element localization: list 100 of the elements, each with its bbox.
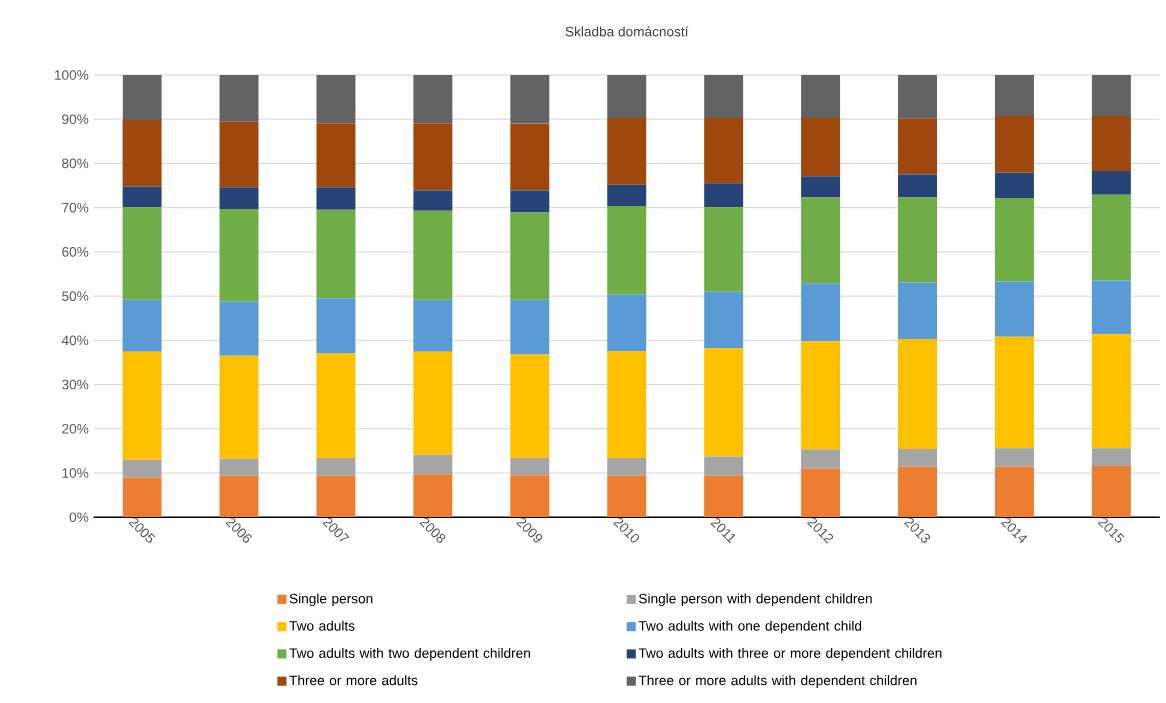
bar: [413, 299, 453, 352]
bar: [510, 74, 550, 124]
y-tick-label: 20%: [62, 423, 89, 434]
y-tick-label: 10%: [62, 468, 89, 478]
y-tick-label: 40%: [61, 335, 89, 346]
bar: [122, 207, 162, 300]
bar: [413, 474, 453, 518]
bar: [704, 207, 744, 292]
bar: [898, 338, 937, 449]
bar: [413, 454, 453, 475]
bar: [801, 197, 841, 284]
bar: [1091, 170, 1131, 195]
bar: [510, 457, 550, 476]
bar: [607, 74, 647, 118]
bar: [122, 299, 162, 352]
bar: [316, 457, 356, 476]
bar: [607, 457, 647, 476]
bar: [122, 119, 162, 187]
bar: [704, 117, 744, 184]
bar: [219, 458, 259, 476]
bar: [122, 351, 162, 460]
bar: [994, 172, 1034, 198]
bar: [316, 123, 356, 188]
bar: [801, 449, 841, 469]
bar: [413, 74, 453, 124]
bar: [898, 282, 937, 339]
legend-label: Two adults with two dependent children: [289, 647, 530, 661]
legend-label: Two adults with one dependent child: [638, 620, 862, 634]
bar: [994, 116, 1034, 173]
y-tick-label: 80%: [62, 158, 89, 169]
bar: [1091, 465, 1131, 518]
bar: [898, 197, 937, 283]
bar: [219, 475, 259, 518]
bar: [994, 336, 1034, 449]
bar: [122, 186, 162, 208]
bar: [316, 74, 356, 124]
bar: [219, 355, 259, 459]
bar: [1091, 116, 1131, 171]
bar: [801, 176, 841, 198]
bar: [801, 283, 841, 342]
y-tick-label: 50%: [62, 291, 89, 301]
bar: [413, 123, 453, 191]
bar: [607, 475, 647, 518]
bar: [994, 74, 1034, 117]
bar: [316, 475, 356, 518]
bar: [510, 212, 550, 300]
bar: [316, 298, 356, 354]
legend-label: Single person: [289, 593, 373, 606]
y-tick-label: 100%: [54, 70, 89, 80]
bar: [994, 466, 1034, 518]
bar: [704, 291, 744, 349]
bar: [994, 448, 1034, 467]
bar: [801, 341, 841, 450]
bar: [898, 466, 937, 518]
bar: [510, 190, 550, 213]
bar: [316, 353, 356, 458]
bar: [607, 117, 647, 185]
bar: [607, 184, 647, 206]
bar: [413, 351, 453, 455]
bar: [704, 475, 744, 518]
bar: [801, 117, 841, 177]
bar: [1091, 334, 1131, 449]
bar: [801, 74, 841, 118]
bar: [607, 351, 647, 458]
bar: [219, 121, 259, 188]
y-tick-label: 0%: [69, 512, 89, 522]
legend-label: Three or more adults: [289, 675, 418, 686]
bar: [1091, 194, 1131, 281]
bar: [1091, 280, 1131, 335]
bar: [704, 456, 744, 476]
bar: [898, 118, 937, 175]
bar: [316, 187, 356, 210]
bar: [122, 477, 162, 518]
legend-label: Two adults with three or more dependent children: [638, 647, 942, 661]
y-tick-label: 70%: [62, 202, 89, 213]
bar: [1091, 74, 1131, 117]
bar: [316, 209, 356, 299]
bar: [510, 354, 550, 458]
bar: [122, 74, 162, 120]
chart-title: Skladba domácností: [565, 26, 689, 37]
bar: [510, 123, 550, 191]
bar: [704, 74, 744, 118]
bar: [510, 299, 550, 355]
y-tick-label: 30%: [62, 379, 89, 390]
bar: [704, 183, 744, 208]
bar: [898, 174, 937, 198]
legend-label: Three or more adults with dependent children: [638, 675, 917, 688]
bar: [898, 448, 937, 467]
legend-label: Two adults: [289, 620, 355, 631]
bar: [994, 281, 1034, 337]
bar: [1091, 448, 1131, 466]
bar: [994, 197, 1034, 282]
bar: [413, 210, 453, 300]
bar: [607, 294, 647, 352]
bar: [219, 208, 259, 302]
legend-label: Single person with dependent children: [639, 593, 872, 606]
y-tick-label: 60%: [62, 246, 89, 257]
bar: [219, 187, 259, 209]
bar: [704, 348, 744, 457]
y-tick-label: 90%: [62, 114, 89, 124]
